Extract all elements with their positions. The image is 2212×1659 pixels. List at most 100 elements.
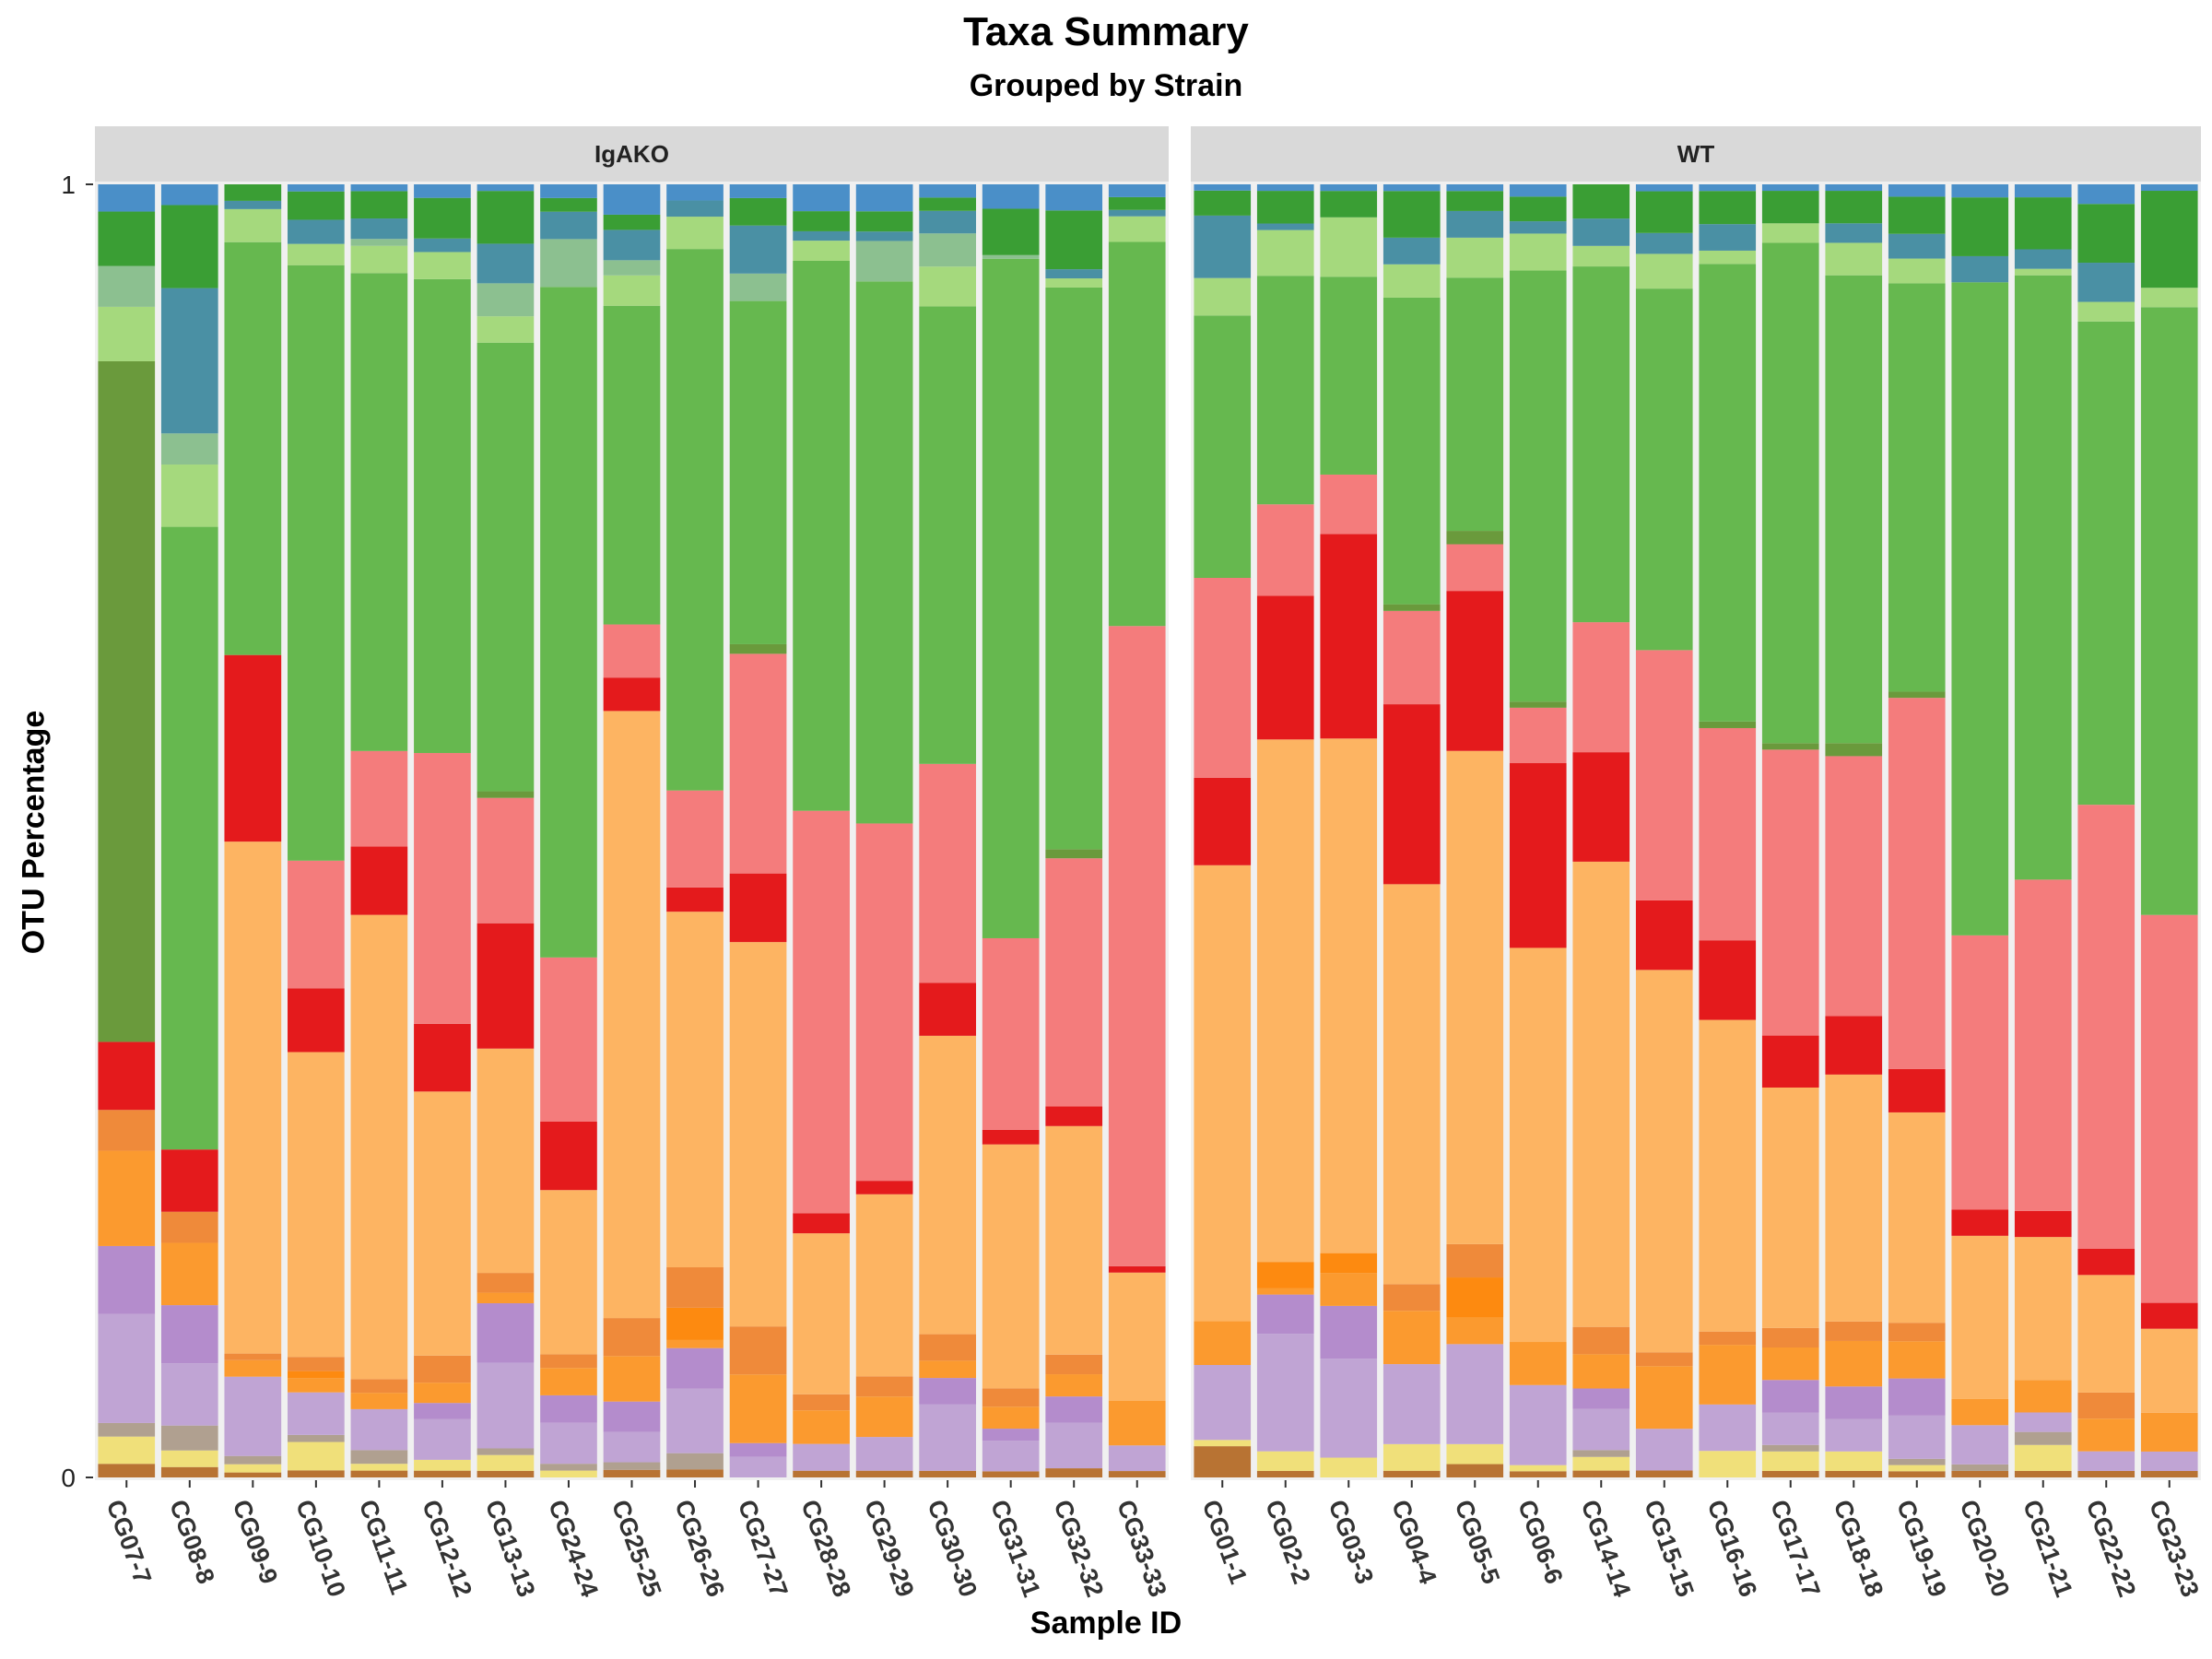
bar-segment	[160, 1211, 218, 1243]
chart-subtitle: Grouped by Strain	[969, 68, 1243, 103]
bar-segment	[1108, 1471, 1166, 1477]
facet-strip-label: IgAKO	[594, 140, 669, 168]
bar-segment	[1572, 1354, 1630, 1389]
bar-segment	[603, 214, 661, 230]
bar-segment	[1825, 1340, 1883, 1387]
bar-segment	[1320, 191, 1378, 218]
bar-segment	[540, 1470, 597, 1477]
bar-segment	[1699, 1404, 1757, 1452]
bar-segment	[855, 1396, 913, 1438]
bar-segment	[1951, 1209, 2009, 1236]
bar-segment	[288, 1371, 345, 1379]
bar-segment	[919, 306, 976, 764]
bar-segment	[1446, 1277, 1504, 1318]
bar-segment	[982, 937, 1040, 1130]
bar-segment	[1761, 743, 1819, 750]
bar-segment	[1382, 184, 1441, 192]
bar-segment	[160, 1149, 218, 1212]
x-tick-label: CG18-18	[1829, 1496, 1889, 1600]
bar-segment	[1572, 1408, 1630, 1451]
bar-segment	[1699, 1019, 1757, 1332]
bar-segment	[1699, 727, 1757, 941]
bar-segment	[919, 210, 976, 234]
bar-segment	[224, 208, 282, 242]
bar-segment	[414, 252, 471, 279]
bar-segment	[793, 184, 850, 212]
bar-segment	[1446, 1344, 1504, 1444]
bar-segment	[666, 1388, 724, 1453]
bar-segment	[288, 265, 345, 861]
bar-segment	[1382, 604, 1441, 611]
bar-segment	[2014, 1470, 2072, 1477]
bar-segment	[1572, 184, 1630, 219]
bar-segment	[540, 287, 597, 958]
bar-segment	[1888, 196, 1946, 234]
bar-segment	[224, 1464, 282, 1473]
bar-segment	[414, 1459, 471, 1471]
bar-segment	[1320, 534, 1378, 739]
bar-segment	[350, 914, 408, 1380]
bar-segment	[2140, 1451, 2198, 1471]
bar-segment	[1194, 1321, 1252, 1365]
bar-segment	[1572, 1450, 1630, 1457]
bar-segment	[1382, 1443, 1441, 1471]
bar-segment	[288, 860, 345, 989]
bar-segment	[666, 1347, 724, 1389]
bar-segment	[1951, 1470, 2009, 1477]
bar-segment	[919, 1404, 976, 1471]
bar-segment	[288, 1434, 345, 1442]
bar-segment	[477, 1303, 535, 1363]
bar-segment	[1382, 264, 1441, 298]
bar-segment	[1509, 1384, 1567, 1465]
bar-segment	[1635, 253, 1693, 289]
bar-segment	[1382, 297, 1441, 605]
bar-segment	[1320, 217, 1378, 277]
bar-segment	[1761, 1087, 1819, 1328]
bar-segment	[1761, 223, 1819, 243]
bar-segment	[1572, 1470, 1630, 1477]
x-tick-label: CG28-28	[795, 1496, 856, 1600]
bar-segment	[1194, 1365, 1252, 1441]
bar-segment	[1108, 241, 1166, 627]
bar-segment	[1699, 1345, 1757, 1405]
bar-segment	[540, 1422, 597, 1465]
bar-segment	[477, 1362, 535, 1449]
bar-segment	[1888, 1415, 1946, 1459]
bar-segment	[1045, 1354, 1103, 1375]
bar-segment	[224, 654, 282, 842]
bar-segment	[1045, 1468, 1103, 1477]
bar-segment	[729, 273, 787, 301]
bar-segment	[729, 653, 787, 874]
bar-segment	[1045, 1106, 1103, 1126]
x-tick-label: CG29-29	[859, 1496, 920, 1600]
bar-segment	[2140, 191, 2198, 288]
bar-segment	[414, 197, 471, 239]
bar-segment	[2077, 1451, 2136, 1471]
bar-segment	[1045, 849, 1103, 859]
bar-segment	[288, 1441, 345, 1471]
bar-segment	[350, 239, 408, 246]
bar-segment	[1194, 1446, 1252, 1477]
bar-segment	[1699, 184, 1757, 192]
bar-segment	[603, 1318, 661, 1357]
bar-segment	[160, 288, 218, 434]
bar-segment	[1951, 935, 2009, 1210]
bar-segment	[1761, 1412, 1819, 1445]
bar-segment	[729, 873, 787, 943]
bar-segment	[350, 750, 408, 847]
bar-segment	[1446, 531, 1504, 545]
bar-segment	[1194, 777, 1252, 865]
bar-segment	[1446, 237, 1504, 278]
bar-segment	[982, 1441, 1040, 1472]
bar-segment	[666, 1469, 724, 1477]
bar-segment	[1382, 237, 1441, 265]
bar-segment	[1951, 1398, 2009, 1426]
bar-segment	[224, 184, 282, 201]
bar-segment	[1888, 1323, 1946, 1342]
bar-segment	[1108, 1445, 1166, 1472]
bar-segment	[224, 241, 282, 655]
bar-segment	[2014, 184, 2072, 198]
x-tick-label: CG12-12	[417, 1496, 477, 1600]
bar-segment	[919, 233, 976, 267]
bar-segment	[288, 1378, 345, 1393]
